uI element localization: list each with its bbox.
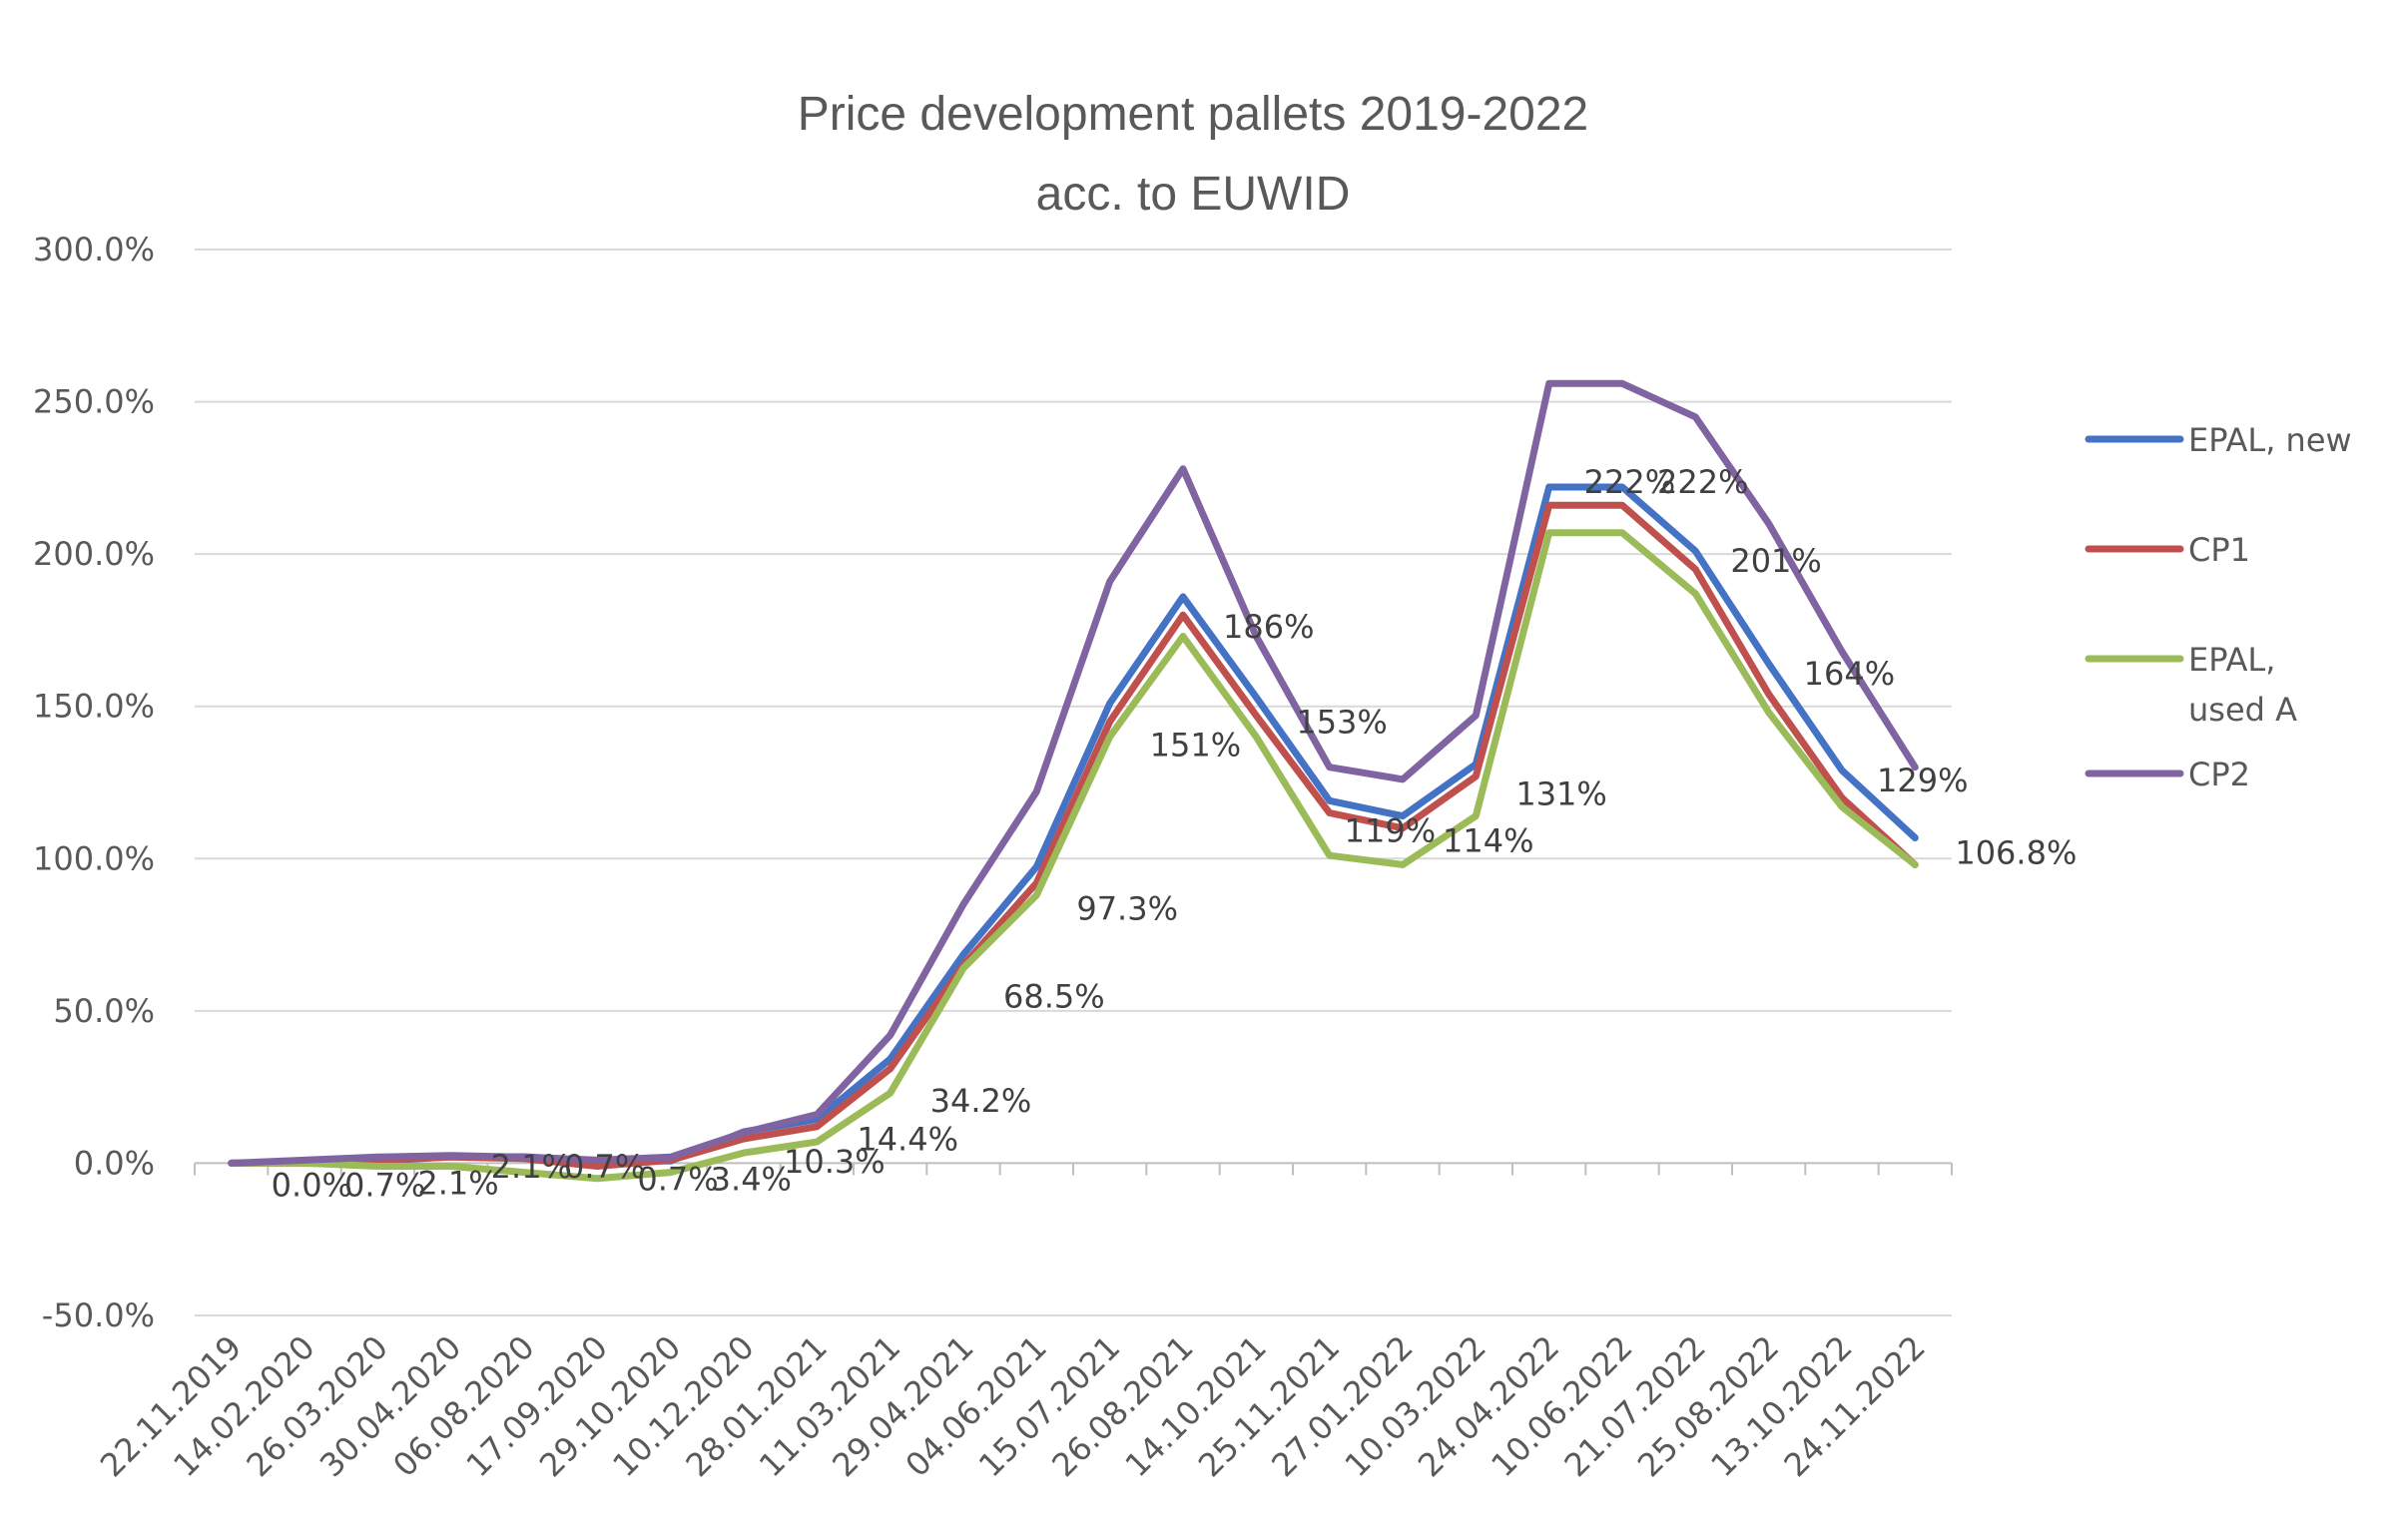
data-label: 68.5%	[1003, 977, 1105, 1015]
data-label: 186%	[1223, 608, 1314, 646]
y-tick-label: 250.0%	[33, 383, 155, 421]
gridlines	[195, 249, 1952, 1316]
data-label: 222%	[1584, 463, 1675, 501]
data-label: 114%	[1443, 822, 1533, 860]
data-label: 0.7%	[637, 1160, 718, 1198]
y-tick-labels: -50.0% 0.0% 50.0% 100.0% 150.0% 200.0% 250.0% 3…	[33, 231, 155, 1334]
chart-title-line-1: Price development pallets 2019-2022	[798, 88, 1589, 141]
y-tick-label: -50.0%	[42, 1296, 155, 1334]
data-label: 2.1%	[491, 1148, 572, 1186]
legend-label-2: EPAL,	[2188, 641, 2275, 679]
data-label: 153%	[1296, 704, 1387, 742]
legend-label-0: EPAL, new	[2188, 421, 2352, 459]
data-label: 119%	[1345, 811, 1436, 849]
data-label: 164%	[1804, 655, 1895, 693]
data-label: 129%	[1877, 762, 1968, 799]
series-lines	[228, 379, 1919, 1183]
data-label: 106.8%	[1955, 834, 2077, 872]
y-tick-label: 300.0%	[33, 231, 155, 268]
data-label: 14.4%	[857, 1120, 958, 1158]
data-label: 0.0%	[272, 1166, 352, 1204]
y-tick-label: 200.0%	[33, 535, 155, 573]
y-tick-label: 0.0%	[74, 1144, 155, 1182]
data-label: 34.2%	[930, 1082, 1032, 1120]
y-tick-label: 50.0%	[53, 992, 155, 1030]
legend-label-1: CP1	[2188, 531, 2250, 569]
legend-label-2: used A	[2188, 691, 2297, 729]
series-line-3	[228, 379, 1919, 1167]
data-label: 2.1%	[417, 1164, 498, 1202]
data-label: 151%	[1150, 727, 1241, 765]
legend-label-3: CP2	[2188, 756, 2250, 793]
data-label: 131%	[1515, 775, 1606, 813]
data-label: 10.3%	[784, 1143, 886, 1181]
chart-title-line-2: acc. to EUWID	[1036, 168, 1351, 221]
series-line-2	[228, 529, 1919, 1183]
y-tick-label: 150.0%	[33, 688, 155, 726]
data-label: 0.7%	[564, 1148, 645, 1186]
data-label: 222%	[1657, 463, 1748, 501]
data-label: 97.3%	[1076, 890, 1178, 928]
y-tick-label: 100.0%	[33, 839, 155, 877]
data-label: 3.4%	[711, 1160, 792, 1198]
legend: EPAL, new CP1 EPAL, used A CP2	[2085, 421, 2352, 793]
data-label: 201%	[1730, 542, 1821, 580]
data-label: 0.7%	[344, 1166, 425, 1204]
data-labels: 0.0%0.7%2.1%2.1%0.7%0.7%3.4%10.3%14.4%34…	[272, 463, 2078, 1204]
